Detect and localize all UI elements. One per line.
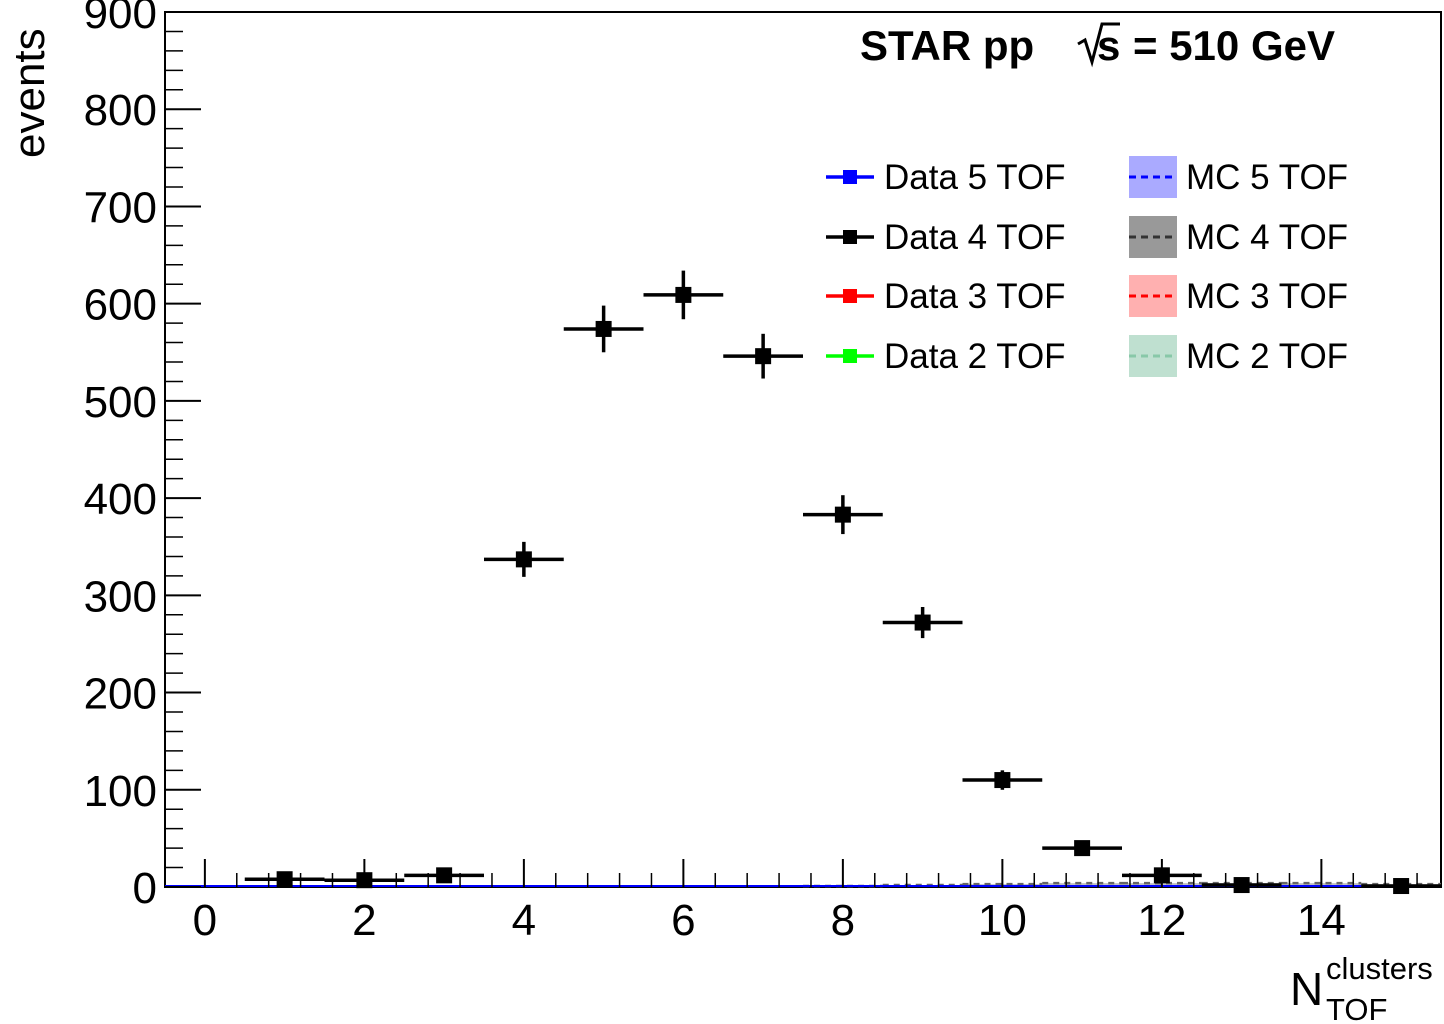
y-tick-label: 700 xyxy=(84,183,157,232)
data-point xyxy=(595,320,612,337)
y-axis: 0 100 200 300 400 500 600 700 800 900 xyxy=(84,0,201,913)
data-point xyxy=(755,348,772,365)
x-tick-label: 4 xyxy=(512,896,536,945)
legend-label: Data 2 TOF xyxy=(884,337,1066,376)
legend-label: Data 4 TOF xyxy=(884,218,1066,257)
legend-data-marker xyxy=(843,349,857,363)
sqrt-symbol-icon xyxy=(1077,22,1120,68)
data-point xyxy=(436,867,453,884)
data-point xyxy=(1393,878,1410,895)
x-tick-label: 2 xyxy=(352,896,376,945)
y-tick-label: 400 xyxy=(84,475,157,524)
x-axis-title-superscript: clusters xyxy=(1326,951,1433,986)
legend-label: Data 5 TOF xyxy=(884,158,1066,197)
legend: Data 5 TOF MC 5 TOF Data 4 TOF MC 4 TOF Data… xyxy=(826,156,1348,377)
y-tick-label: 600 xyxy=(84,281,157,330)
legend-data-marker xyxy=(843,289,857,303)
data-point xyxy=(1233,877,1250,894)
x-tick-label: 10 xyxy=(978,896,1027,945)
y-tick-label: 300 xyxy=(84,572,157,621)
x-tick-label: 8 xyxy=(831,896,855,945)
chart-title: STAR pp s = 510 GeV xyxy=(860,22,1335,69)
x-tick-label: 6 xyxy=(671,896,695,945)
data-point xyxy=(914,614,931,631)
plot-frame xyxy=(164,11,1442,888)
legend-data-marker xyxy=(843,170,857,184)
y-tick-label: 800 xyxy=(84,86,157,135)
x-tick-label: 14 xyxy=(1297,896,1346,945)
y-tick-label: 100 xyxy=(84,767,157,816)
x-axis-title-main: N xyxy=(1290,963,1323,1015)
data-point xyxy=(515,551,532,568)
chart-title-text: STAR pp xyxy=(860,22,1034,69)
y-axis-title: events xyxy=(5,28,54,158)
legend-label: MC 2 TOF xyxy=(1186,337,1348,376)
data-point xyxy=(356,872,373,889)
x-tick-label: 12 xyxy=(1137,896,1186,945)
legend-label: Data 3 TOF xyxy=(884,277,1066,316)
data-point xyxy=(276,871,293,888)
data-points xyxy=(244,270,1441,895)
x-axis-title: N xyxy=(1290,963,1323,1015)
data-point xyxy=(994,772,1011,789)
chart-title-energy-value: = 510 GeV xyxy=(1133,22,1335,69)
data-point xyxy=(1153,867,1170,884)
y-tick-label: 200 xyxy=(84,670,157,719)
data-point xyxy=(675,286,692,303)
x-axis-title-subscript: TOF xyxy=(1326,992,1387,1024)
chart-title-energy-symbol: s xyxy=(1097,22,1120,69)
data-point xyxy=(1074,840,1091,857)
legend-label: MC 4 TOF xyxy=(1186,218,1348,257)
data-point xyxy=(834,506,851,523)
legend-label: MC 3 TOF xyxy=(1186,277,1348,316)
y-tick-label: 500 xyxy=(84,378,157,427)
legend-label: MC 5 TOF xyxy=(1186,158,1348,197)
legend-data-marker xyxy=(843,230,857,244)
x-tick-label: 0 xyxy=(193,896,217,945)
x-axis: 0 2 4 6 8 10 12 14 xyxy=(193,859,1418,945)
y-tick-label: 900 xyxy=(84,0,157,38)
y-tick-label: 0 xyxy=(133,864,157,913)
